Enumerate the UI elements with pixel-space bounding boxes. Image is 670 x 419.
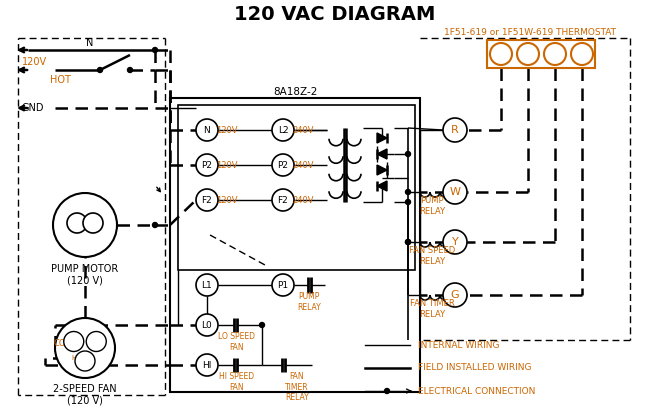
- Circle shape: [196, 274, 218, 296]
- Text: G: G: [451, 290, 460, 300]
- Text: R: R: [496, 49, 505, 59]
- Circle shape: [405, 152, 411, 157]
- Circle shape: [127, 67, 133, 72]
- Text: 120V: 120V: [22, 57, 47, 67]
- Circle shape: [196, 154, 218, 176]
- Bar: [487, 40, 595, 68]
- Text: 120 VAC DIAGRAM: 120 VAC DIAGRAM: [234, 5, 436, 23]
- Text: INTERNAL WIRING: INTERNAL WIRING: [418, 341, 500, 349]
- Text: W: W: [450, 187, 460, 197]
- Text: P2: P2: [202, 160, 212, 170]
- Text: HOT: HOT: [50, 75, 70, 85]
- Text: 120V: 120V: [216, 160, 238, 170]
- Text: 120V: 120V: [216, 126, 238, 134]
- Text: GND: GND: [22, 103, 44, 113]
- Text: G: G: [578, 49, 586, 59]
- Text: PUMP
RELAY: PUMP RELAY: [297, 292, 321, 312]
- Circle shape: [443, 230, 467, 254]
- Circle shape: [75, 351, 95, 371]
- Circle shape: [86, 331, 107, 352]
- Bar: [170, 98, 420, 392]
- Circle shape: [153, 47, 157, 52]
- Text: N: N: [86, 38, 94, 48]
- Text: F2: F2: [277, 196, 288, 204]
- Polygon shape: [377, 149, 387, 159]
- Circle shape: [259, 323, 265, 328]
- Circle shape: [272, 154, 294, 176]
- Circle shape: [98, 67, 103, 72]
- Text: W: W: [522, 49, 534, 59]
- Text: 120V: 120V: [216, 196, 238, 204]
- Text: 240V: 240V: [292, 126, 314, 134]
- Circle shape: [64, 331, 84, 352]
- Circle shape: [443, 283, 467, 307]
- Circle shape: [385, 388, 389, 393]
- Circle shape: [67, 213, 87, 233]
- Text: P1: P1: [277, 280, 289, 290]
- Text: 240V: 240V: [292, 160, 314, 170]
- Text: COM: COM: [53, 339, 73, 347]
- Text: L2: L2: [277, 126, 288, 134]
- Circle shape: [571, 43, 593, 65]
- Text: F2: F2: [202, 196, 212, 204]
- Text: 2-SPEED FAN
(120 V): 2-SPEED FAN (120 V): [53, 384, 117, 406]
- Polygon shape: [377, 133, 387, 143]
- Text: FIELD INSTALLED WIRING: FIELD INSTALLED WIRING: [418, 364, 531, 372]
- Text: L0: L0: [202, 321, 212, 329]
- Text: HI SPEED
FAN: HI SPEED FAN: [220, 372, 255, 392]
- Text: N: N: [204, 126, 210, 134]
- Text: 8A18Z-2: 8A18Z-2: [273, 87, 317, 97]
- Circle shape: [196, 354, 218, 376]
- Circle shape: [405, 240, 411, 245]
- Text: L1: L1: [202, 280, 212, 290]
- Text: FAN TIMER
RELAY: FAN TIMER RELAY: [409, 299, 454, 319]
- Text: PUMP
RELAY: PUMP RELAY: [419, 196, 445, 216]
- Circle shape: [517, 43, 539, 65]
- Text: FAN
TIMER
RELAY: FAN TIMER RELAY: [285, 372, 309, 402]
- Text: R: R: [451, 125, 459, 135]
- Circle shape: [405, 199, 411, 204]
- Text: HI: HI: [72, 355, 78, 361]
- Text: 240V: 240V: [292, 196, 314, 204]
- Circle shape: [196, 119, 218, 141]
- Text: FAN SPEED
RELAY: FAN SPEED RELAY: [409, 246, 455, 266]
- Circle shape: [153, 222, 157, 228]
- Circle shape: [490, 43, 512, 65]
- Polygon shape: [377, 181, 387, 191]
- Text: P2: P2: [277, 160, 289, 170]
- Circle shape: [272, 189, 294, 211]
- Circle shape: [272, 274, 294, 296]
- Text: PUMP MOTOR
(120 V): PUMP MOTOR (120 V): [52, 264, 119, 286]
- Circle shape: [53, 193, 117, 257]
- Circle shape: [405, 240, 411, 245]
- Circle shape: [196, 314, 218, 336]
- Circle shape: [83, 213, 103, 233]
- Text: LO SPEED
FAN: LO SPEED FAN: [218, 332, 255, 352]
- Circle shape: [544, 43, 566, 65]
- Circle shape: [272, 119, 294, 141]
- Text: LO: LO: [70, 340, 80, 346]
- Text: HI: HI: [202, 360, 212, 370]
- Text: Y: Y: [551, 49, 559, 59]
- Circle shape: [55, 318, 115, 378]
- Text: Y: Y: [452, 237, 458, 247]
- Bar: [178, 105, 415, 270]
- Circle shape: [196, 189, 218, 211]
- Circle shape: [405, 189, 411, 194]
- Circle shape: [443, 180, 467, 204]
- Circle shape: [443, 118, 467, 142]
- Polygon shape: [377, 165, 387, 175]
- Text: 1F51-619 or 1F51W-619 THERMOSTAT: 1F51-619 or 1F51W-619 THERMOSTAT: [444, 28, 616, 36]
- Text: ELECTRICAL CONNECTION: ELECTRICAL CONNECTION: [418, 386, 535, 396]
